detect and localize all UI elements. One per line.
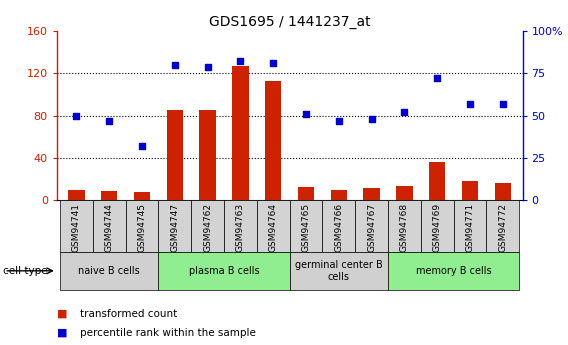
Text: GSM94764: GSM94764 <box>269 203 278 252</box>
Point <box>367 116 376 122</box>
Text: GSM94767: GSM94767 <box>367 203 376 252</box>
Point <box>433 76 442 81</box>
Text: ■: ■ <box>57 328 67 338</box>
Text: percentile rank within the sample: percentile rank within the sample <box>80 328 256 338</box>
Point <box>236 59 245 64</box>
Text: GSM94769: GSM94769 <box>433 203 442 252</box>
Bar <box>364 188 380 200</box>
Bar <box>290 200 323 252</box>
Text: GSM94741: GSM94741 <box>72 203 81 252</box>
Text: GSM94744: GSM94744 <box>105 203 114 252</box>
Title: GDS1695 / 1441237_at: GDS1695 / 1441237_at <box>209 14 370 29</box>
Bar <box>396 186 413 200</box>
Bar <box>101 190 118 200</box>
Bar <box>60 200 93 252</box>
Bar <box>486 200 519 252</box>
Point <box>269 60 278 66</box>
Text: GSM94745: GSM94745 <box>137 203 147 252</box>
Point <box>170 62 179 68</box>
Bar <box>199 110 216 200</box>
Text: naive B cells: naive B cells <box>78 266 140 276</box>
Bar <box>232 66 249 200</box>
Text: cell type: cell type <box>3 266 48 276</box>
Text: GSM94766: GSM94766 <box>335 203 344 252</box>
Bar <box>495 183 511 200</box>
Bar <box>355 200 388 252</box>
Text: GSM94772: GSM94772 <box>498 203 507 252</box>
Text: GSM94768: GSM94768 <box>400 203 409 252</box>
Text: ■: ■ <box>57 309 67 319</box>
Bar <box>93 200 126 252</box>
Text: GSM94747: GSM94747 <box>170 203 179 252</box>
Point <box>498 101 507 107</box>
Text: transformed count: transformed count <box>80 309 177 319</box>
Bar <box>158 252 290 290</box>
Text: germinal center B
cells: germinal center B cells <box>295 260 383 282</box>
Bar <box>388 200 421 252</box>
Bar <box>257 200 290 252</box>
Text: plasma B cells: plasma B cells <box>189 266 260 276</box>
Bar <box>166 110 183 200</box>
Text: GSM94771: GSM94771 <box>466 203 475 252</box>
Bar <box>126 200 158 252</box>
Bar <box>331 189 347 200</box>
Point <box>400 109 409 115</box>
Bar <box>290 252 388 290</box>
Point <box>335 118 344 124</box>
Text: memory B cells: memory B cells <box>416 266 491 276</box>
Bar <box>265 81 282 200</box>
Bar <box>454 200 486 252</box>
Bar <box>224 200 257 252</box>
Text: GSM94762: GSM94762 <box>203 203 212 252</box>
Bar <box>462 181 478 200</box>
Point <box>105 118 114 124</box>
Bar <box>60 252 158 290</box>
Bar <box>421 200 454 252</box>
Point <box>72 113 81 118</box>
Point <box>302 111 311 117</box>
Bar <box>68 189 85 200</box>
Bar <box>429 162 445 200</box>
Bar <box>191 200 224 252</box>
Bar <box>298 187 314 200</box>
Bar <box>134 192 151 200</box>
Point <box>466 101 475 107</box>
Bar <box>323 200 355 252</box>
Bar <box>158 200 191 252</box>
Text: GSM94763: GSM94763 <box>236 203 245 252</box>
Bar <box>388 252 519 290</box>
Point <box>137 143 147 149</box>
Text: GSM94765: GSM94765 <box>302 203 311 252</box>
Point <box>203 64 212 69</box>
